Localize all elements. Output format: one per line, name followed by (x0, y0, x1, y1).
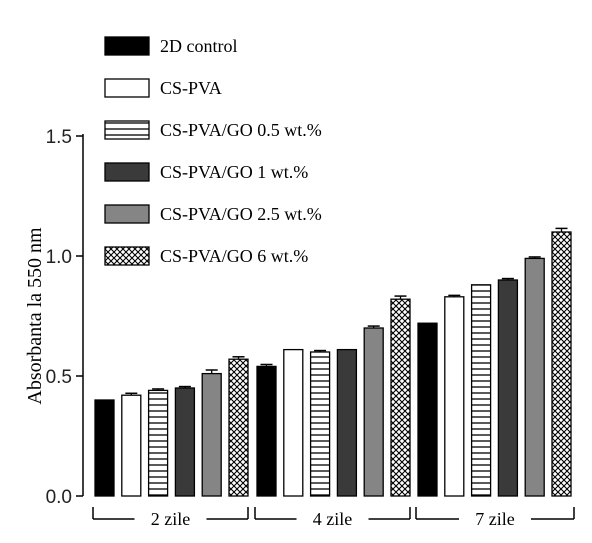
bars (94, 227, 572, 497)
legend-swatch (104, 162, 150, 182)
legend-label: 2D control (160, 36, 237, 56)
legend-swatch (104, 78, 150, 98)
legend-swatch (104, 120, 150, 140)
bar (363, 327, 384, 497)
category-label: 2 zile (151, 509, 190, 529)
bar (309, 351, 331, 497)
legend-swatch (104, 36, 150, 56)
y-tick-label: 0.0 (46, 487, 72, 508)
bar (444, 296, 465, 497)
bar (524, 257, 545, 497)
legend-label: CS-PVA/GO 6 wt.% (160, 246, 308, 266)
legend-label: CS-PVA/GO 0.5 wt.% (160, 120, 322, 140)
legend-swatch (104, 204, 150, 224)
y-tick-label: 0.5 (46, 367, 72, 388)
axes: 0.0 0.5 1.0 1.5 Absorbanta la 550 nm 2 zile 4 … (24, 127, 575, 529)
y-axis-title: Absorbanta la 550 nm (24, 227, 46, 405)
bar (228, 358, 249, 497)
bar (336, 348, 358, 497)
bar (390, 298, 411, 497)
bar (121, 394, 142, 497)
category-label: 7 zile (475, 509, 514, 529)
bar (283, 348, 304, 497)
bar (174, 387, 196, 497)
bar (147, 389, 169, 497)
bar (256, 365, 277, 497)
bar (417, 322, 438, 497)
bar (470, 284, 492, 497)
bar (497, 279, 519, 497)
bar (551, 231, 572, 497)
category-label: 4 zile (313, 509, 352, 529)
bar (201, 372, 222, 497)
y-tick-label: 1.5 (46, 127, 72, 148)
legend-label: CS-PVA/GO 1 wt.% (160, 162, 308, 182)
legend-swatch (104, 246, 150, 266)
legend: 2D control CS-PVA CS-PVA/GO 0.5 wt.% CS-PVA… (104, 36, 322, 266)
legend-label: CS-PVA/GO 2.5 wt.% (160, 204, 322, 224)
y-tick-label: 1.0 (46, 247, 72, 268)
legend-label: CS-PVA (160, 78, 222, 98)
bar (94, 399, 115, 497)
